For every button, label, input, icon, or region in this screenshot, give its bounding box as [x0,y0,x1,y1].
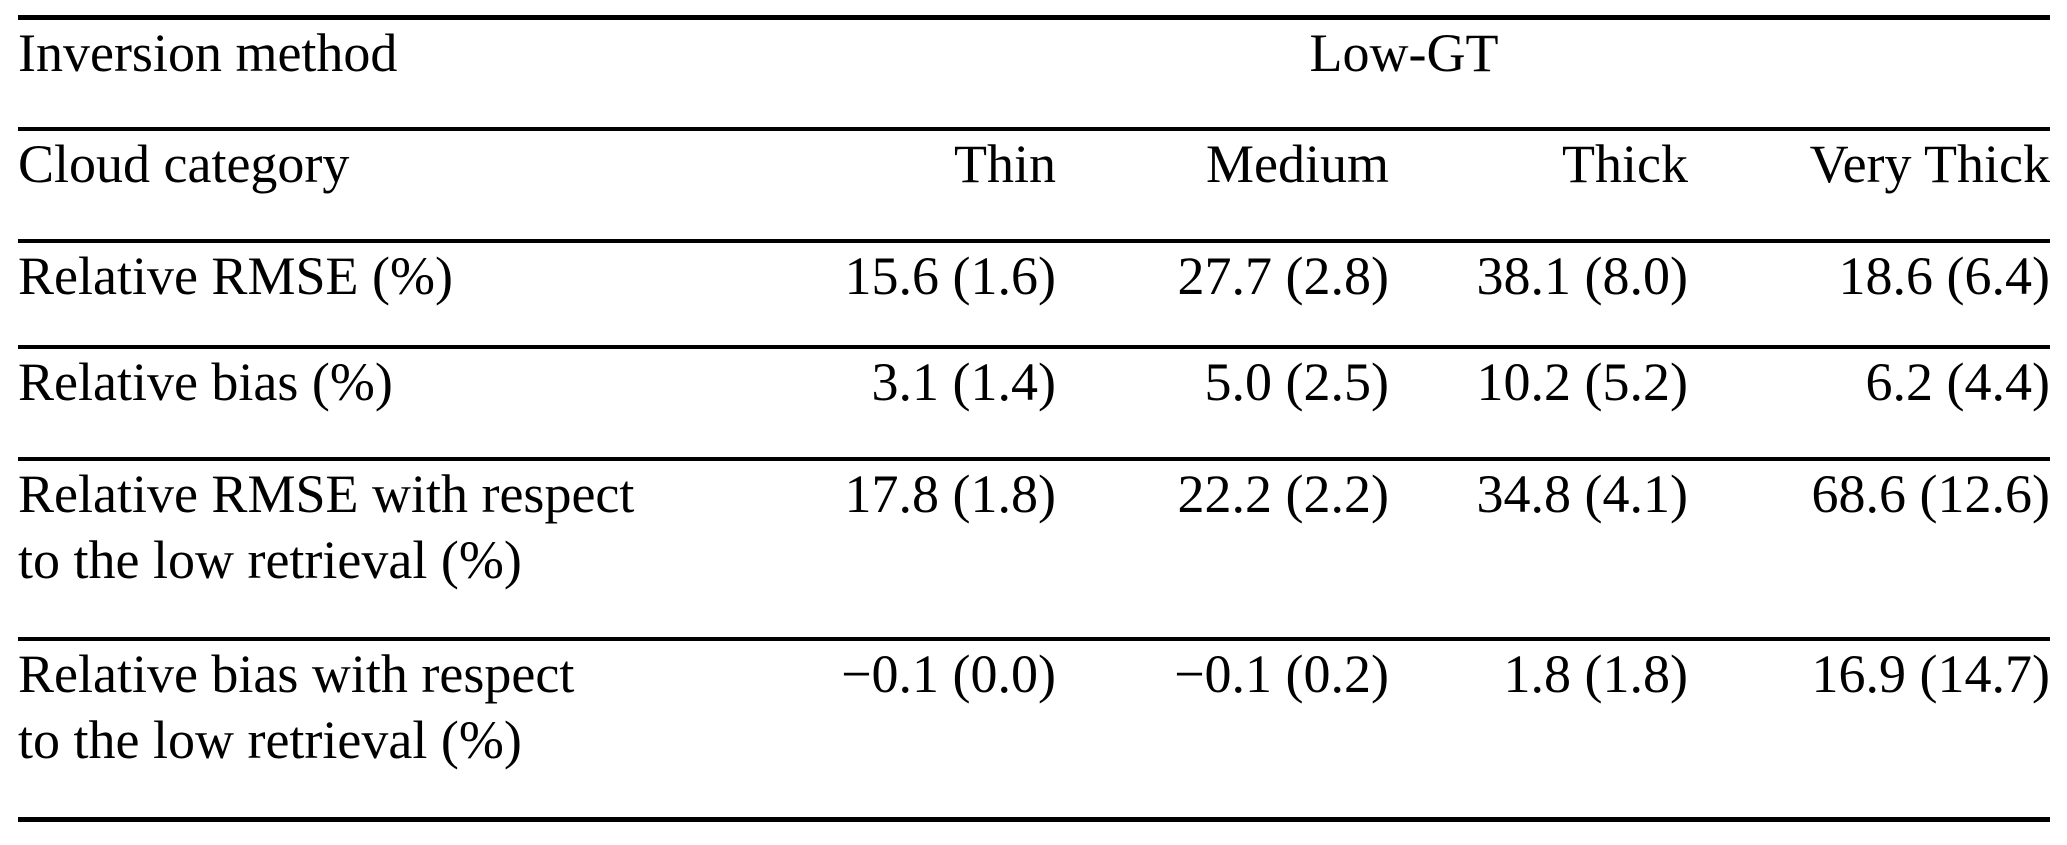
table-header-row: Inversion method Low-GT [18,18,2051,129]
header-group-low-gt: Low-GT [1309,23,1499,83]
cell-value: 16.9 (14.7) [1811,643,2051,704]
header-inversion-method: Inversion method [18,23,398,83]
table-row-relative-rmse: Relative RMSE (%) 15.6 (1.6) 27.7 (2.8) … [18,241,2051,347]
row-label: Relative RMSE with respect to the low re… [18,463,635,590]
cell-value: 34.8 (4.1) [1476,463,1688,524]
row-label: Relative RMSE (%) [18,245,453,306]
cell-value: 17.8 (1.8) [844,463,1056,524]
subheader-cloud-category: Cloud category [18,133,350,194]
cell-value: 1.8 (1.8) [1503,643,1688,704]
cell-value: −0.1 (0.0) [841,643,1056,704]
cell-value: 27.7 (2.8) [1177,245,1389,306]
cell-value: 15.6 (1.6) [844,245,1056,306]
row-label: Relative bias with respect to the low re… [18,643,575,770]
row-label: Relative bias (%) [18,351,393,412]
cell-value: −0.1 (0.2) [1174,643,1389,704]
cell-value: 18.6 (6.4) [1838,245,2051,306]
cell-value: 5.0 (2.5) [1204,351,1389,412]
table-row-relative-bias-low-retrieval: Relative bias with respect to the low re… [18,639,2051,820]
results-table: Inversion method Low-GT Cloud category T… [18,15,2051,822]
cell-value: 3.1 (1.4) [871,351,1056,412]
cell-value: 38.1 (8.0) [1476,245,1688,306]
column-header-very-thick: Very Thick [1809,133,2051,194]
table-subheader-row: Cloud category Thin Medium Thick Very Th… [18,129,2051,241]
table-row-relative-rmse-low-retrieval: Relative RMSE with respect to the low re… [18,459,2051,639]
cell-value: 10.2 (5.2) [1476,351,1688,412]
column-header-thin: Thin [954,133,1056,194]
table-row-relative-bias: Relative bias (%) 3.1 (1.4) 5.0 (2.5) 10… [18,347,2051,459]
cell-value: 22.2 (2.2) [1177,463,1389,524]
column-header-medium: Medium [1206,133,1389,194]
cell-value: 6.2 (4.4) [1865,351,2051,412]
cell-value: 68.6 (12.6) [1811,463,2051,524]
column-header-thick: Thick [1562,133,1688,194]
